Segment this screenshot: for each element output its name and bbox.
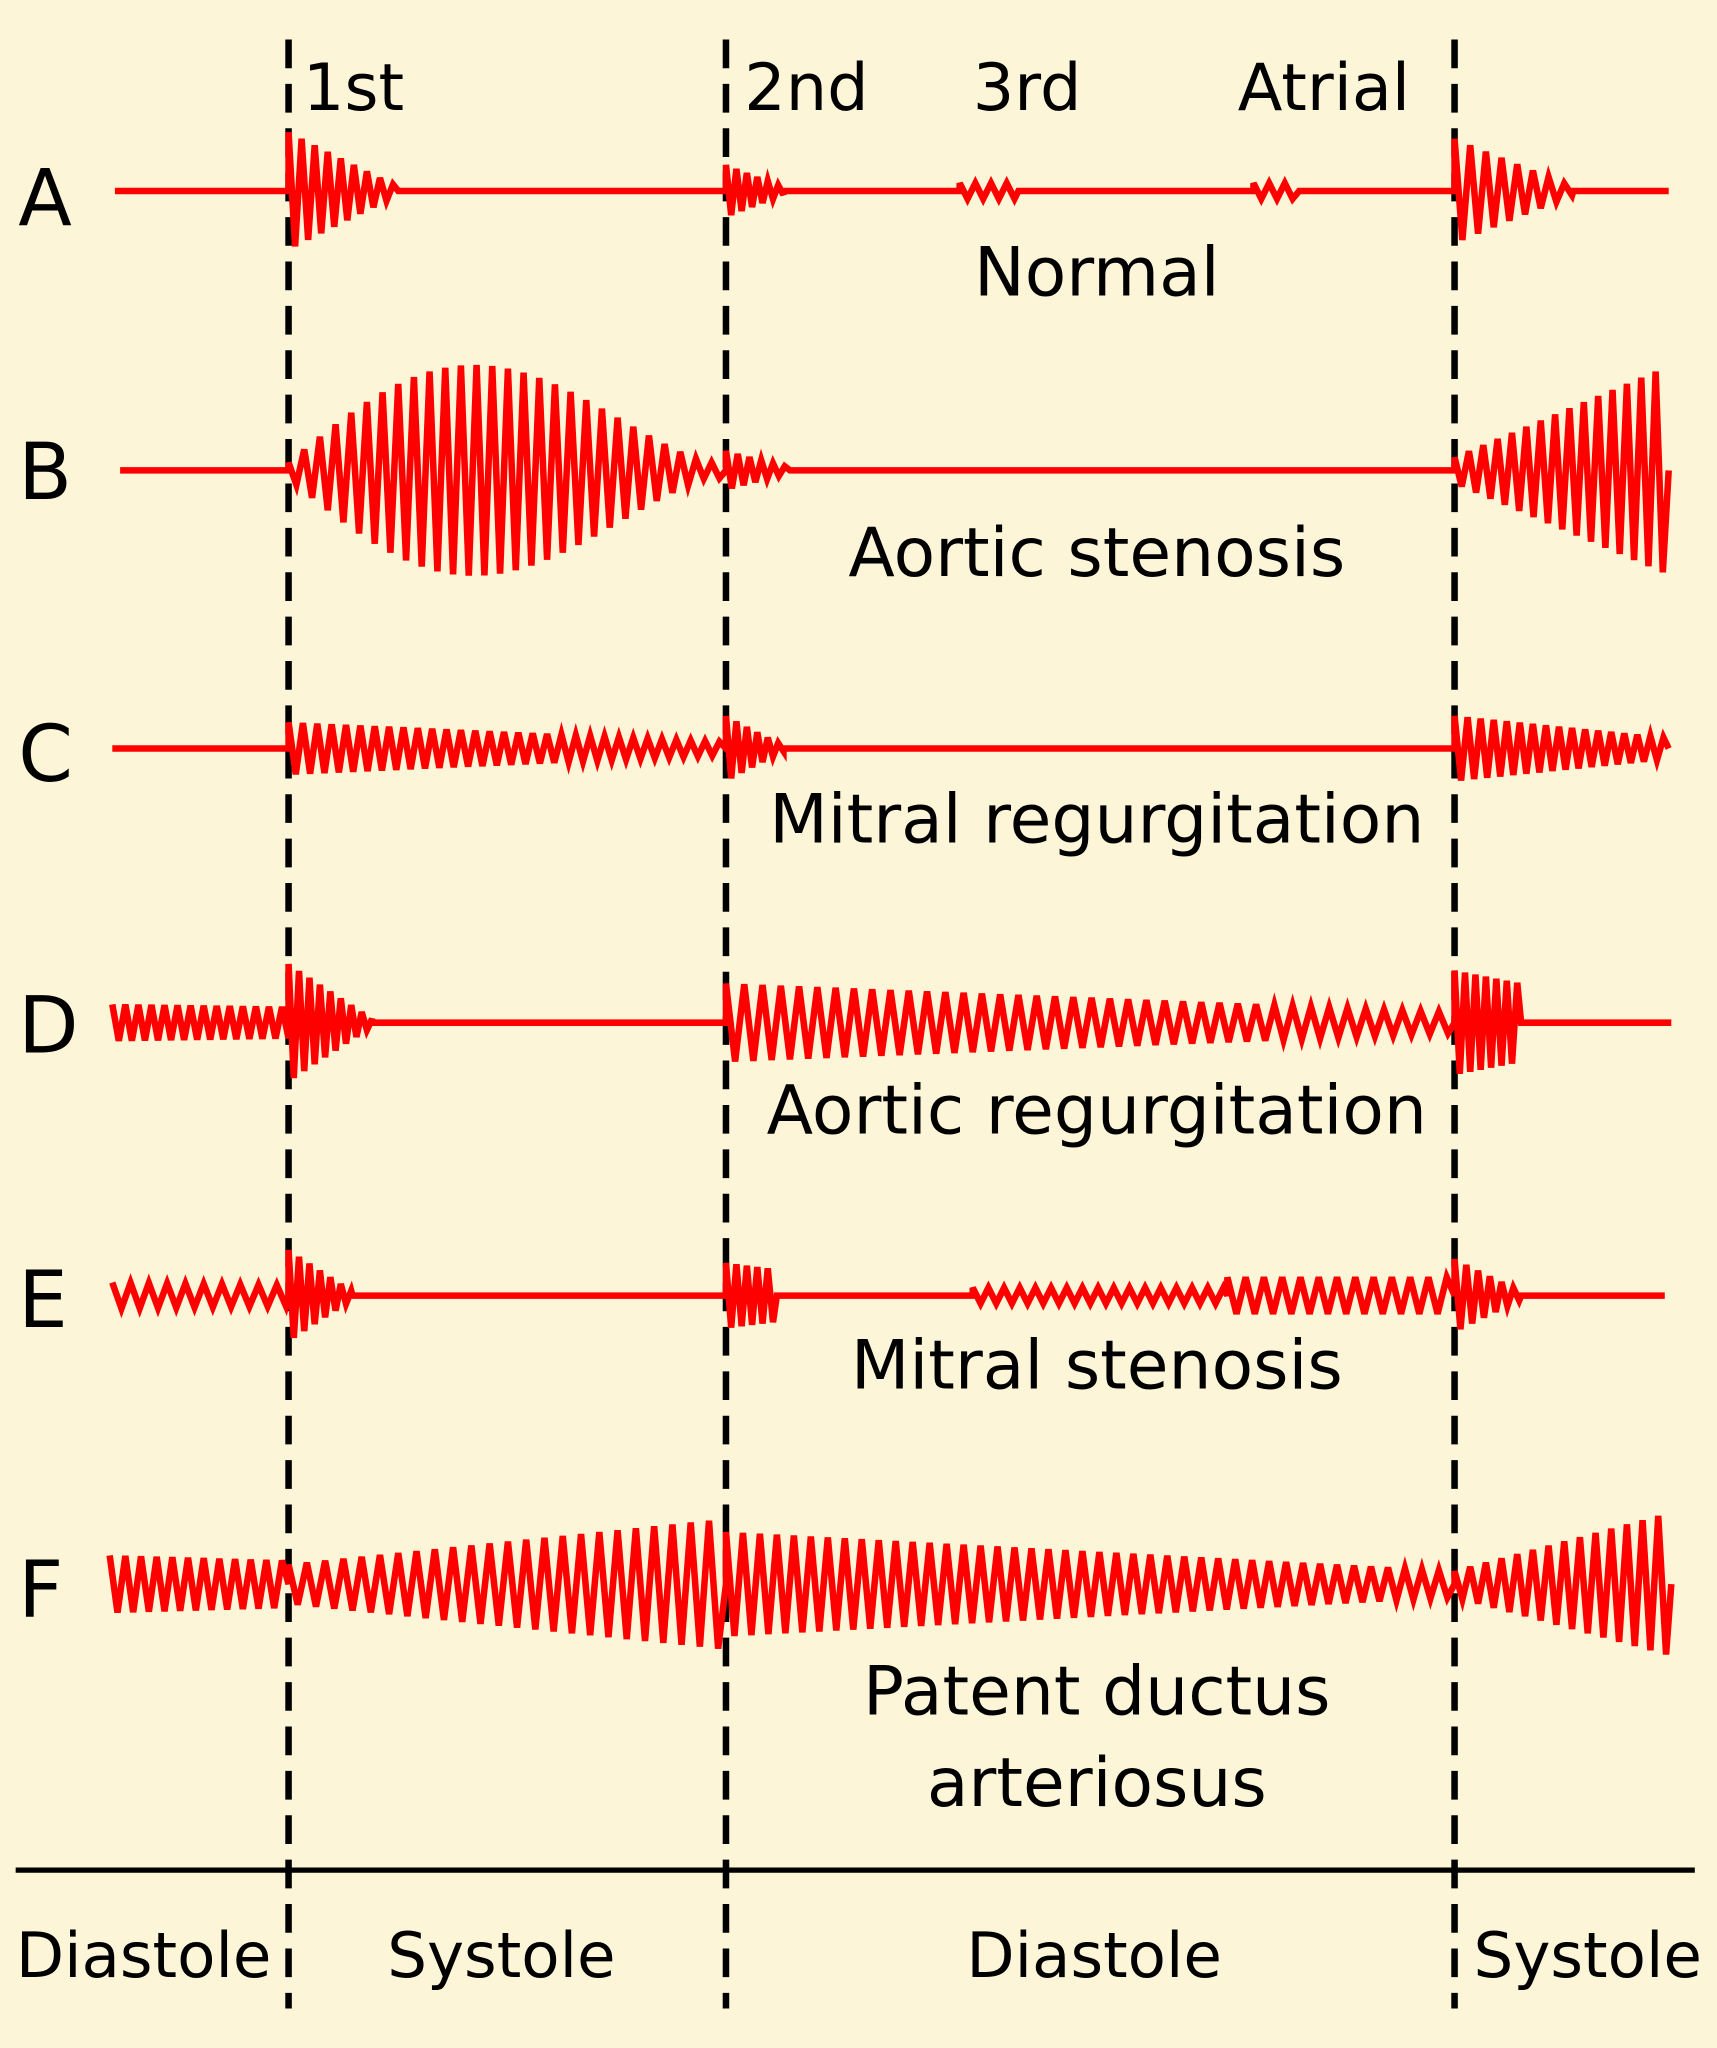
row-letter: F [18,1545,63,1636]
row-letter: B [18,427,72,518]
row-letter: A [18,153,72,244]
phase-label: Diastole [966,1919,1222,1992]
waveform [109,963,1672,1079]
sound-label: Atrial [1238,50,1410,126]
row-label: Aortic stenosis [848,514,1345,593]
row-label: Patent ductus [863,1653,1330,1732]
row-label: Mitral stenosis [851,1326,1343,1405]
phase-label: Systole [1474,1919,1702,1992]
waveform [109,1249,1665,1339]
waveform [120,364,1672,576]
row-label: Mitral regurgitation [769,781,1424,860]
row-label: arteriosus [927,1744,1267,1823]
waveform [112,715,1672,781]
row-label: Normal [974,233,1220,312]
waveforms [106,132,1675,1655]
sound-labels: 1st 2nd 3rd Atrial [303,50,1410,126]
sound-label: 2nd [744,50,868,126]
sound-label: 1st [303,50,404,126]
row-letter: E [18,1255,68,1346]
waveform [106,1515,1675,1655]
row-letter: D [18,981,78,1072]
sound-label: 3rd [973,50,1082,126]
phase-label: Systole [387,1919,615,1992]
phase-label: Diastole [16,1919,272,1992]
waveform [114,132,1669,247]
row-labels: A Normal B Aortic stenosis C Mitral regurgita… [18,153,1427,1823]
phase-labels: Diastole Systole Diastole Systole [16,1919,1702,1992]
row-letter: C [18,709,73,800]
row-label: Aortic regurgitation [767,1072,1427,1151]
